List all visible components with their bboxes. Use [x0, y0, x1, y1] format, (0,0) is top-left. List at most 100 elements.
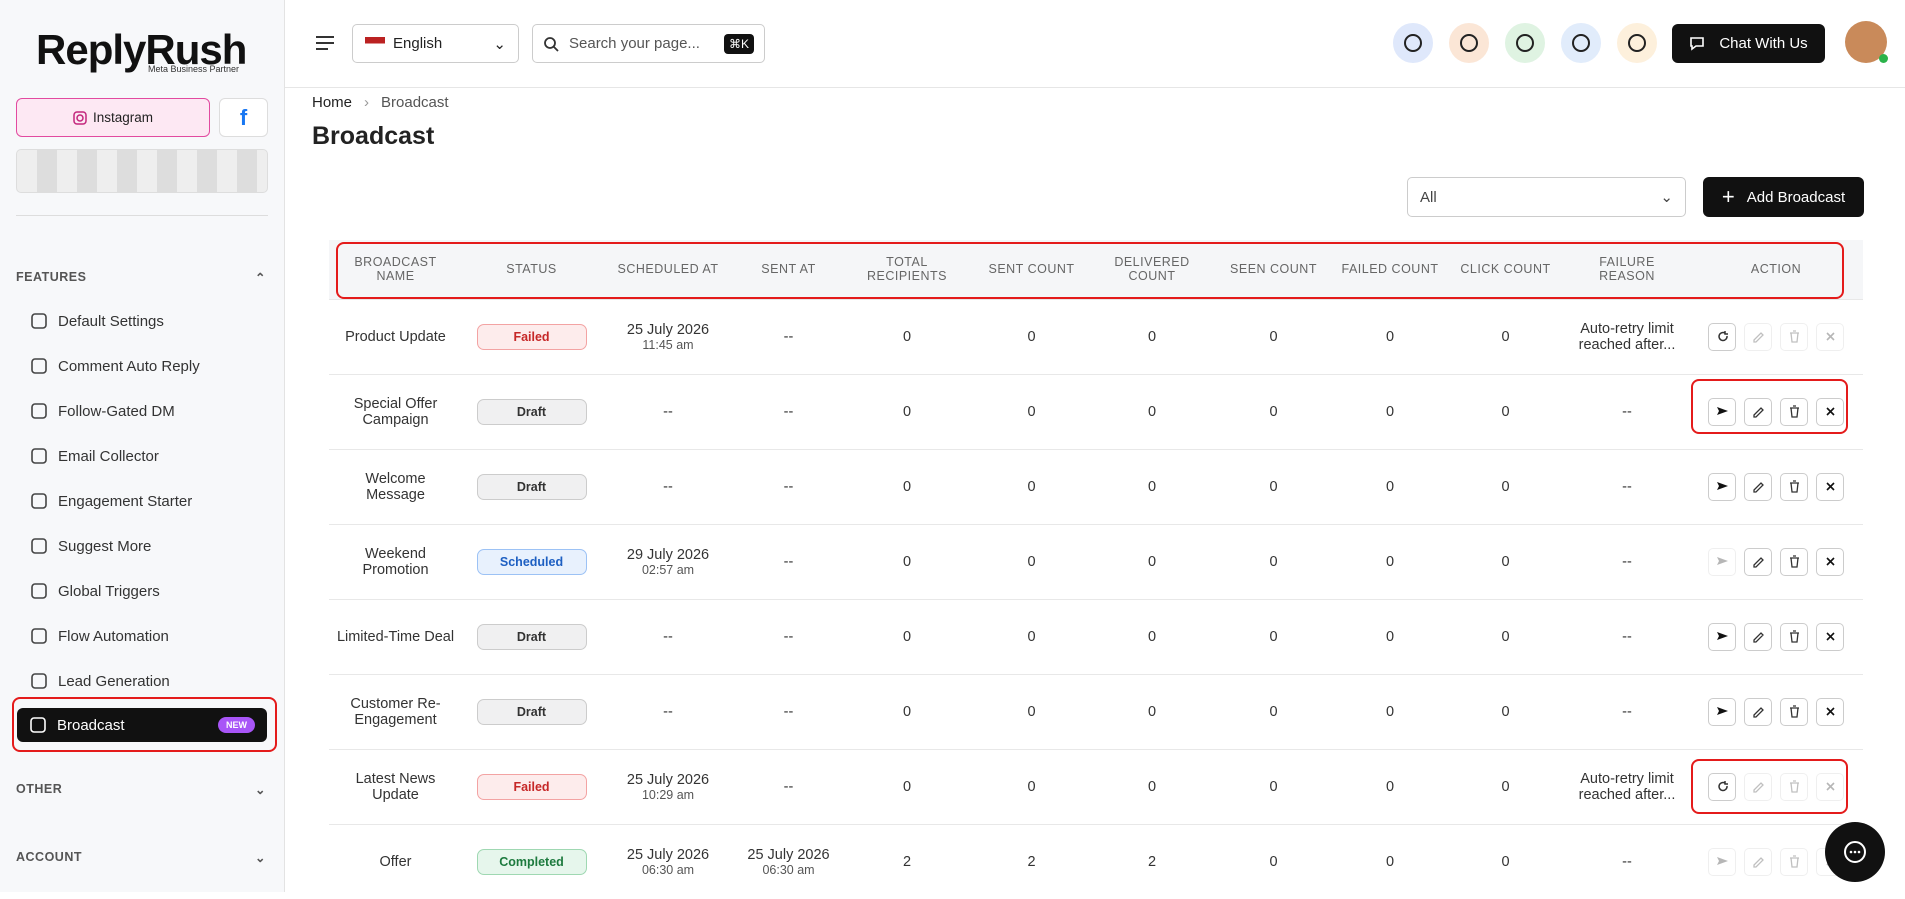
- action-button[interactable]: [1780, 622, 1808, 651]
- facebook-tab[interactable]: f: [219, 98, 268, 137]
- nav-item[interactable]: Lead Generation: [30, 669, 170, 693]
- action-button[interactable]: [1708, 472, 1736, 501]
- action-cell: [1689, 748, 1863, 824]
- action-button[interactable]: [1708, 397, 1736, 426]
- action-button[interactable]: [1744, 697, 1772, 726]
- chevron: ⌄: [255, 851, 266, 865]
- header-icon[interactable]: [1449, 23, 1489, 63]
- column-header: STATUS: [462, 240, 601, 299]
- crumb[interactable]: Home: [312, 94, 353, 111]
- nav-item[interactable]: Flow Automation: [30, 624, 169, 648]
- nav-item[interactable]: Engagement Starter: [30, 489, 192, 513]
- table-row: Latest News Update Failed 25 July 2026 10:2…: [329, 748, 1863, 824]
- time: 06:30 am: [641, 862, 695, 877]
- header-icon[interactable]: [1393, 23, 1433, 63]
- table-cell: Latest News Update: [329, 748, 462, 824]
- account-header[interactable]: ACCOUNT ⌄: [16, 850, 266, 865]
- header-icon[interactable]: [1505, 23, 1545, 63]
- nav-item[interactable]: Default Settings: [30, 309, 164, 333]
- nav-item[interactable]: Global Triggers: [30, 579, 160, 603]
- table-cell: --: [1565, 598, 1689, 674]
- action-button[interactable]: [1816, 622, 1844, 651]
- table-cell: 0: [1334, 298, 1446, 374]
- action-button[interactable]: [1816, 472, 1844, 501]
- chat-icon: [1690, 36, 1705, 51]
- action-button[interactable]: [1708, 772, 1736, 801]
- language-select[interactable]: English ⌄: [352, 24, 519, 63]
- action-button[interactable]: [1744, 397, 1772, 426]
- column-header: ACTION: [1689, 240, 1863, 299]
- nav-label: Comment Auto Reply: [58, 357, 200, 375]
- table-cell: Draft: [462, 598, 601, 674]
- table-cell: 0: [842, 298, 972, 374]
- nav-icon: [31, 538, 47, 554]
- table-cell: 0: [842, 673, 972, 749]
- action-button[interactable]: [1816, 547, 1844, 576]
- nav-item[interactable]: Broadcast NEW: [17, 708, 267, 742]
- add-label: Add Broadcast: [1746, 188, 1846, 206]
- table-cell: 0: [1091, 748, 1213, 824]
- time: 10:29 am: [641, 787, 695, 802]
- search-icon: [544, 36, 559, 52]
- table-row: Product Update Failed 25 July 2026 11:45 am…: [329, 298, 1863, 374]
- broadcast-table: BROADCAST NAME STATUS SCHEDULED AT SENT AT T…: [329, 240, 1863, 899]
- icon: [1717, 331, 1728, 342]
- status-pill: Failed: [476, 323, 587, 350]
- nav-item[interactable]: Suggest More: [30, 534, 151, 558]
- action-button[interactable]: [1780, 547, 1808, 576]
- features-header[interactable]: FEATURES ⌃: [16, 270, 266, 285]
- table-cell: 0: [1091, 598, 1213, 674]
- table-cell: Auto-retry limit reached after...: [1565, 748, 1689, 824]
- action-button[interactable]: [1744, 622, 1772, 651]
- action-button[interactable]: [1780, 397, 1808, 426]
- nav-item[interactable]: Comment Auto Reply: [30, 354, 200, 378]
- status-filter[interactable]: All ⌄: [1407, 177, 1686, 217]
- icon: [1789, 630, 1799, 643]
- filter-value: All: [1420, 188, 1437, 206]
- action-button[interactable]: [1708, 697, 1736, 726]
- search[interactable]: Search your page... ⌘K: [532, 24, 765, 63]
- action-button[interactable]: [1816, 397, 1844, 426]
- action-button[interactable]: [1744, 547, 1772, 576]
- action-button[interactable]: [1708, 322, 1736, 351]
- instagram-tab[interactable]: Instagram: [16, 98, 210, 137]
- column-header: BROADCAST NAME: [329, 240, 462, 299]
- header-icon[interactable]: [1617, 23, 1657, 63]
- action-cell: [1689, 448, 1863, 524]
- shortcut: ⌘K: [723, 33, 754, 54]
- breadcrumb: Home › Broadcast: [312, 94, 449, 111]
- table-cell: 0: [842, 748, 972, 824]
- table-cell: 0: [1213, 448, 1334, 524]
- action-button[interactable]: [1744, 472, 1772, 501]
- table-cell: 0: [1446, 673, 1565, 749]
- header-row: BROADCAST NAME STATUS SCHEDULED AT SENT AT T…: [329, 240, 1863, 299]
- support-chat[interactable]: [1825, 822, 1885, 882]
- action-button[interactable]: [1780, 472, 1808, 501]
- action-button[interactable]: [1780, 697, 1808, 726]
- account-selector[interactable]: [16, 149, 268, 193]
- chevron: ⌄: [1660, 189, 1673, 206]
- table-cell: 0: [1446, 298, 1565, 374]
- table-cell: --: [1565, 373, 1689, 449]
- sidebar: ReplyRush Meta Business Partner Instagra…: [0, 0, 285, 892]
- nav-item[interactable]: Follow-Gated DM: [30, 399, 175, 423]
- action-button[interactable]: [1816, 697, 1844, 726]
- icon: [1752, 857, 1764, 868]
- table-cell: --: [601, 373, 735, 449]
- language: English: [393, 35, 443, 52]
- action-cell: [1689, 298, 1863, 374]
- logo: ReplyRush: [36, 26, 247, 73]
- icon: [1825, 482, 1835, 491]
- add-broadcast[interactable]: + Add Broadcast: [1703, 177, 1864, 217]
- action-button[interactable]: [1708, 622, 1736, 651]
- table-cell: 0: [1091, 673, 1213, 749]
- table-cell: --: [1565, 823, 1689, 899]
- other-header[interactable]: OTHER ⌄: [16, 782, 266, 797]
- nav-item[interactable]: Email Collector: [30, 444, 159, 468]
- chat-button[interactable]: Chat With Us: [1672, 24, 1825, 63]
- menu-icon[interactable]: [315, 35, 335, 51]
- table-cell: --: [601, 673, 735, 749]
- header-icon[interactable]: [1561, 23, 1601, 63]
- table-cell: 0: [1213, 373, 1334, 449]
- nav-icon: [31, 448, 47, 464]
